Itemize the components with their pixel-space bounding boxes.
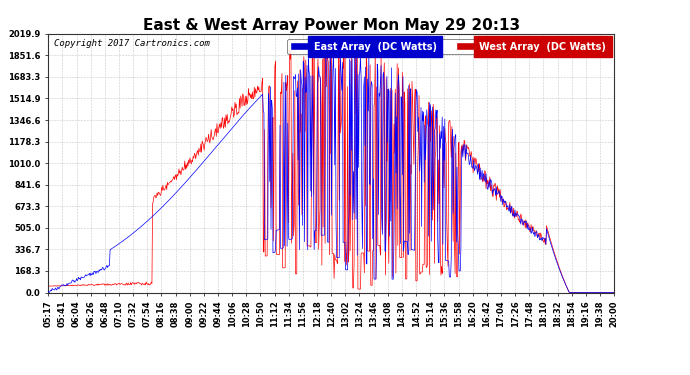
Legend: East Array  (DC Watts), West Array  (DC Watts): East Array (DC Watts), West Array (DC Wa… (288, 39, 609, 54)
Title: East & West Array Power Mon May 29 20:13: East & West Array Power Mon May 29 20:13 (143, 18, 520, 33)
Text: Copyright 2017 Cartronics.com: Copyright 2017 Cartronics.com (54, 39, 210, 48)
